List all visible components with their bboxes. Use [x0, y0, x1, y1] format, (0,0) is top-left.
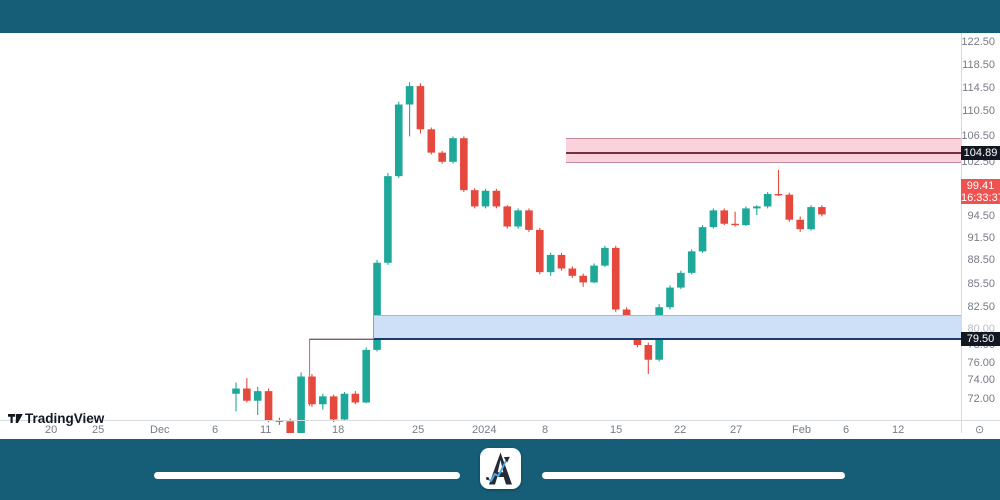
svg-text:TradingView: TradingView: [25, 411, 105, 426]
